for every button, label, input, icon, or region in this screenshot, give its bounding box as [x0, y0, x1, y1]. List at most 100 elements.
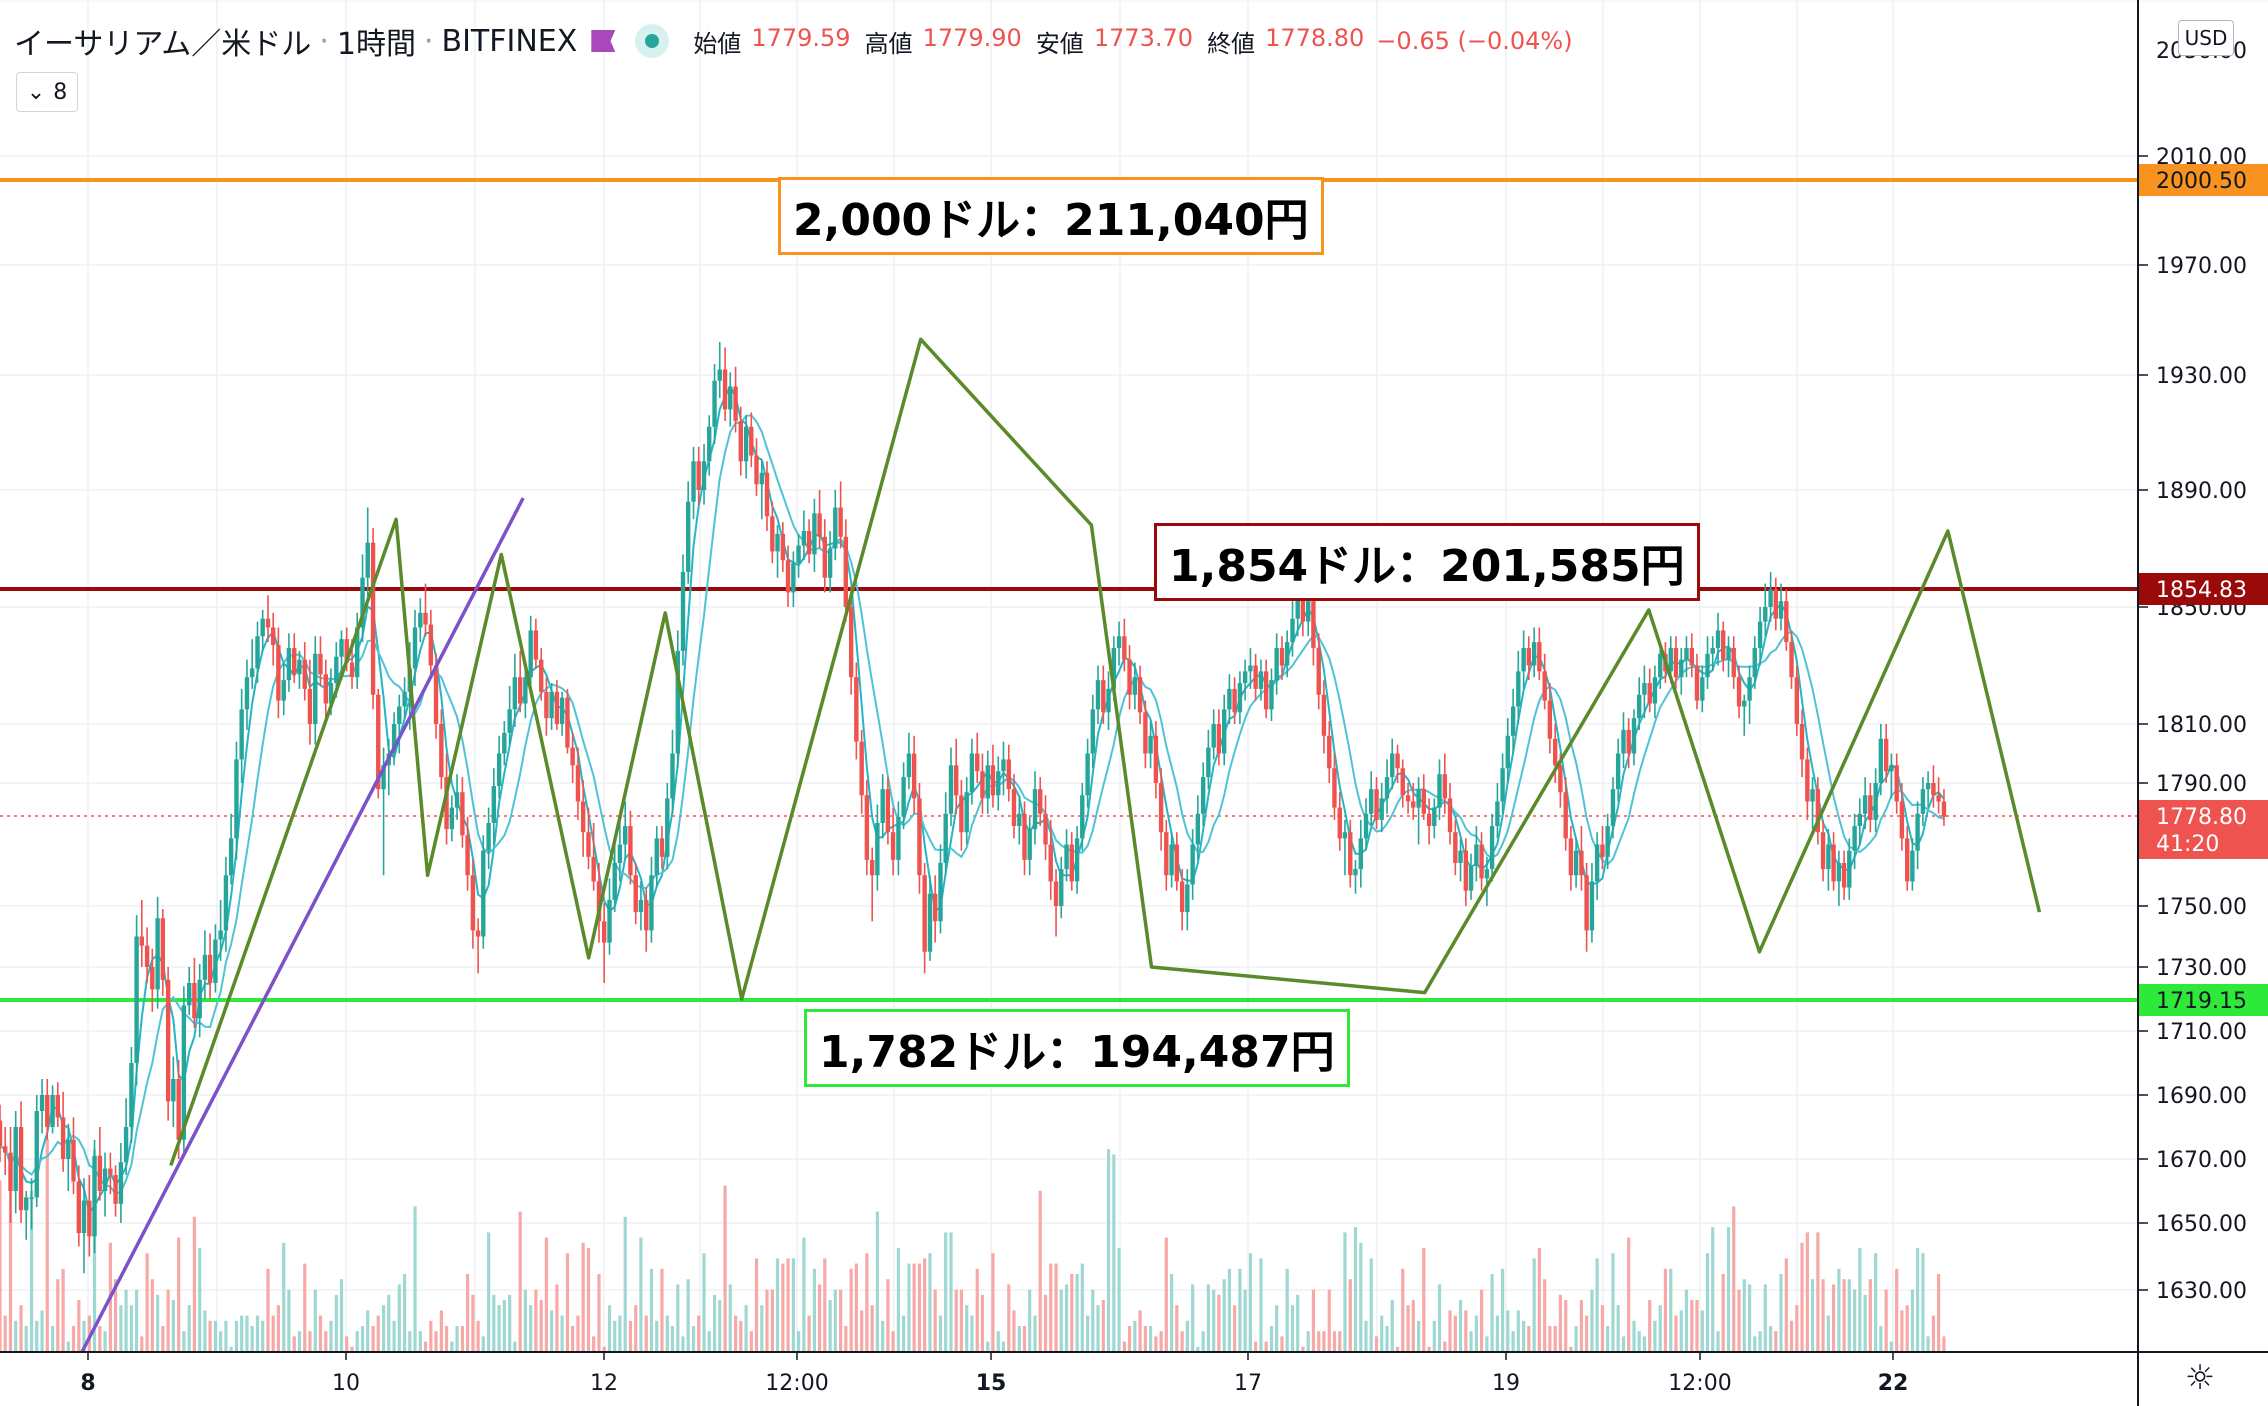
candle-body [449, 807, 455, 830]
callout-1782[interactable]: 1,782ドル：194,487円 [804, 1009, 1350, 1087]
candle-body [381, 765, 386, 790]
volume-bar [833, 1289, 837, 1352]
volume-bar [1805, 1232, 1809, 1352]
candle-body [1642, 683, 1647, 695]
interval-label[interactable]: 1時間 [336, 27, 416, 62]
drawing-overlays[interactable] [80, 337, 2042, 1353]
candle-body [1526, 647, 1532, 666]
volume-bar [324, 1331, 328, 1352]
candle-body [1931, 783, 1936, 796]
volume-bar [828, 1300, 832, 1352]
candle-body [1001, 759, 1006, 772]
volume-bar [602, 1346, 606, 1352]
volume-bar [345, 1336, 349, 1352]
callout-2000[interactable]: 2,000ドル：211,040円 [778, 177, 1324, 255]
candle-body [612, 862, 617, 900]
candle-body [302, 659, 307, 689]
volume-bar [56, 1279, 60, 1352]
y-tick-label: 1890.00 [2156, 479, 2247, 504]
flag-icon[interactable] [591, 30, 616, 52]
volume-bar [754, 1258, 759, 1352]
volume-bar [192, 1216, 196, 1352]
horizontal-levels[interactable] [0, 178, 2138, 1002]
volume-bar [655, 1320, 659, 1352]
volume-bar [245, 1315, 249, 1352]
candle-body [869, 859, 875, 876]
candle-body [249, 668, 255, 678]
volume-bar [555, 1284, 559, 1352]
candle-body [1080, 795, 1085, 839]
candle-body [927, 893, 933, 952]
candle-body [948, 765, 954, 814]
candle-body [1815, 789, 1821, 833]
candle-body [276, 645, 281, 701]
volume-bar [1711, 1227, 1715, 1352]
candle-body [696, 461, 701, 490]
candle-body [623, 826, 628, 845]
x-tick-label: 17 [1234, 1371, 1262, 1396]
volume-bar [844, 1326, 848, 1352]
candle-body [806, 530, 812, 555]
volume-bar [1590, 1289, 1594, 1352]
candle-body [1316, 647, 1321, 695]
candle-body [1826, 844, 1831, 870]
volume-bar [1921, 1253, 1925, 1352]
candle-body [1820, 832, 1826, 870]
volume-bar [1611, 1253, 1615, 1352]
volume-bar [770, 1289, 774, 1352]
symbol-name[interactable]: イーサリアム／米ドル [14, 27, 312, 62]
candle-body [1626, 729, 1631, 754]
candle-body [885, 789, 891, 833]
volume-bar [124, 1289, 128, 1352]
volume-bar [1690, 1300, 1694, 1352]
zigzag-line [169, 337, 2042, 1166]
volume-bar [1127, 1326, 1132, 1352]
candle-body [1495, 801, 1500, 827]
volume-bar [854, 1263, 858, 1352]
y-tick-label: 1690.00 [2156, 1084, 2247, 1109]
volume-bar [1338, 1331, 1342, 1352]
candle-body [633, 875, 638, 913]
volume-bar [129, 1305, 134, 1352]
candle-body [996, 771, 1001, 796]
candle-body [113, 1175, 118, 1204]
candle-body [1374, 789, 1379, 820]
x-tick-label: 8 [80, 1371, 95, 1396]
volume-bar [539, 1300, 543, 1352]
volume-bar [1726, 1227, 1731, 1352]
candle-body [1878, 738, 1884, 783]
volume-bar [135, 1289, 139, 1352]
volume-bar [297, 1331, 302, 1352]
candle-body [1847, 850, 1852, 888]
volume-bar [1522, 1320, 1526, 1352]
callout-1854[interactable]: 1,854ドル：201,585円 [1154, 523, 1700, 601]
candle-body [1658, 653, 1663, 678]
volume-bar [1059, 1289, 1063, 1352]
candle-body [675, 650, 681, 754]
volume-bar [1889, 1341, 1893, 1352]
candle-body [0, 1120, 3, 1147]
candle-body [1547, 700, 1553, 739]
currency-button[interactable]: USD [2178, 20, 2234, 56]
volume-bar [1322, 1331, 1326, 1352]
candle-body [517, 677, 523, 704]
candle-body [197, 979, 202, 1019]
candle-body [418, 612, 423, 628]
candle-body [1074, 838, 1080, 882]
volume-bar [1269, 1326, 1274, 1352]
volume-bar [1264, 1341, 1268, 1352]
candle-body [1694, 665, 1700, 701]
candle-body [155, 918, 160, 990]
candle-body [796, 545, 801, 564]
volume-bar [1243, 1289, 1247, 1352]
volume-bar [1290, 1305, 1295, 1352]
volume-bar [1674, 1315, 1678, 1352]
indicators-collapse-button[interactable]: ⌄ 8 [16, 72, 78, 112]
gear-icon[interactable]: ☼ [2184, 1358, 2216, 1398]
candle-body [812, 513, 817, 555]
volume-bar [460, 1326, 464, 1352]
candle-body [123, 1127, 129, 1163]
chart-legend: イーサリアム／米ドル · 1時間 · BITFINEX 始値 1779.59 高値… [14, 18, 1573, 64]
candle-body [1458, 850, 1463, 863]
